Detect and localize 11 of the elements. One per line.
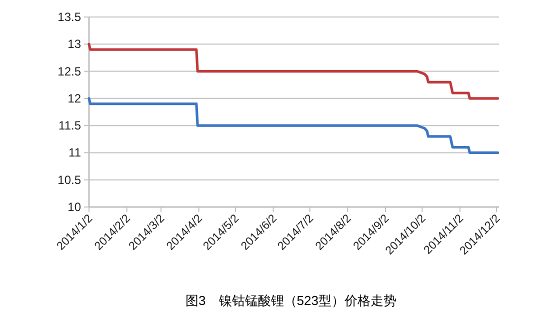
y-tick-label: 10 [68, 200, 82, 214]
text: 图3 镍钴锰酸锂（523型）价格走势 [186, 293, 396, 308]
y-tick-label: 13.5 [58, 10, 82, 24]
y-tick-label: 13 [68, 37, 82, 52]
y-tick-label: 12 [68, 91, 82, 106]
line-series [88, 42, 500, 100]
y-tick-label: 11 [68, 146, 82, 160]
line-series [88, 97, 500, 154]
y-tick-label: 12.5 [58, 64, 82, 78]
y-tick-label: 11.5 [58, 118, 82, 133]
y-tick-label: 10.5 [58, 172, 82, 187]
